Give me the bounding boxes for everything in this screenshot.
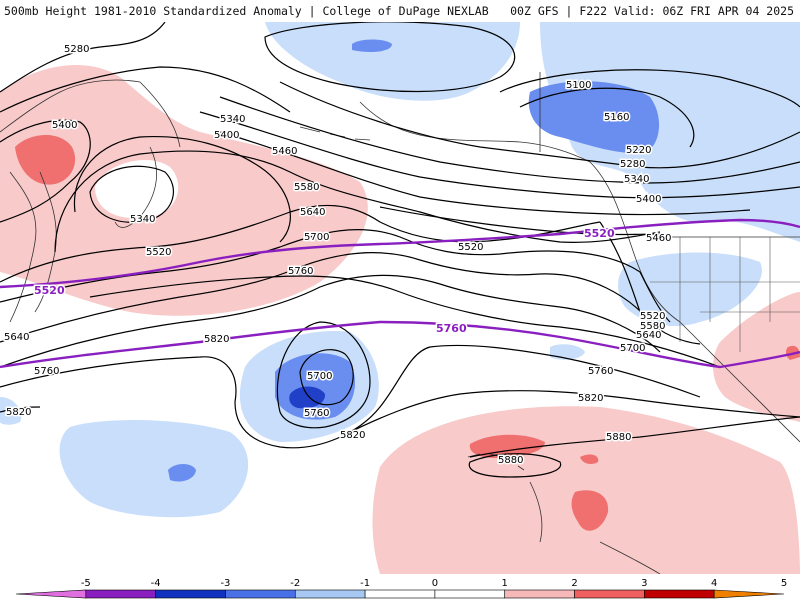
anomaly-negative-small-coast [550, 344, 585, 359]
contour-label: 5520 [458, 242, 483, 253]
contour-label: 5760 [304, 408, 329, 419]
contour-label: 5280 [620, 159, 645, 170]
anomaly-negative-arctic [265, 22, 520, 101]
reference-label: 5520 [584, 227, 615, 240]
colorbar-tick-label: 2 [571, 578, 577, 589]
colorbar-tick-label: -3 [220, 578, 230, 589]
colorbar-swatch [644, 590, 714, 598]
colorbar-tick-label: 3 [641, 578, 647, 589]
colorbar-swatch [86, 590, 156, 598]
contour-label: 5460 [272, 146, 297, 157]
colorbar-tick-label: -5 [81, 578, 91, 589]
colorbar-swatch [295, 590, 365, 598]
anomaly-negative-sw-pacific [60, 420, 249, 517]
anomaly-map: 5280 5400 5340 5400 5460 5580 5640 5700 … [0, 22, 800, 574]
contour-label: 5880 [498, 455, 523, 466]
colorbar-canvas: -5 -4 -3 -2 -1 0 1 2 3 4 5 [0, 574, 800, 600]
colorbar-tick-label: -4 [151, 578, 161, 589]
reference-label: 5520 [34, 284, 65, 297]
colorbar-tick-label: 1 [502, 578, 508, 589]
colorbar-swatches [16, 590, 784, 598]
coastline-aleutians [300, 127, 370, 140]
colorbar-tick-label: 4 [711, 578, 717, 589]
contour-label: 5640 [636, 330, 661, 341]
contour-label: 5400 [214, 130, 239, 141]
colorbar-swatch [156, 590, 226, 598]
contour-label: 5820 [340, 430, 365, 441]
contour-label: 5760 [588, 366, 613, 377]
contour-label: 5400 [636, 194, 661, 205]
contour-label: 5100 [566, 80, 591, 91]
product-title: 500mb Height 1981-2010 Standardized Anom… [4, 4, 489, 18]
contour-5460 [380, 207, 660, 235]
contour-label: 5760 [288, 266, 313, 277]
contour-label: 5580 [294, 182, 319, 193]
anomaly-positive-south-pacific [373, 406, 800, 574]
contour-label: 5700 [304, 232, 329, 243]
colorbar-tick-label: -2 [290, 578, 300, 589]
colorbar-swatch [575, 590, 645, 598]
contour-label: 5520 [146, 247, 171, 258]
contour-label: 5820 [204, 334, 229, 345]
colorbar-swatch [225, 590, 295, 598]
colorbar-tick-label: -1 [360, 578, 370, 589]
contour-label: 5220 [626, 145, 651, 156]
colorbar-swatch [714, 590, 784, 598]
colorbar-tick-label: 5 [781, 578, 787, 589]
contour-label: 5340 [130, 214, 155, 225]
anomaly-negative-canada-core [529, 81, 659, 153]
contour-label: 5880 [606, 432, 631, 443]
colorbar-swatch [365, 590, 435, 598]
contour-label: 5700 [620, 343, 645, 354]
colorbar-tick-label: 0 [432, 578, 438, 589]
colorbar-tick-labels: -5 -4 -3 -2 -1 0 1 2 3 4 5 [81, 578, 787, 589]
map-canvas: 5280 5400 5340 5400 5460 5580 5640 5700 … [0, 22, 800, 574]
contour-label: 5820 [6, 407, 31, 418]
colorbar-swatch [435, 590, 505, 598]
contour-label: 5280 [64, 44, 89, 55]
map-header: 500mb Height 1981-2010 Standardized Anom… [0, 0, 800, 23]
contour-label: 5340 [624, 174, 649, 185]
contour-label: 5160 [604, 112, 629, 123]
contour-label: 5340 [220, 114, 245, 125]
anomaly-colorbar: -5 -4 -3 -2 -1 0 1 2 3 4 5 [0, 574, 800, 600]
contour-label: 5700 [307, 371, 332, 382]
colorbar-swatch [505, 590, 575, 598]
colorbar-swatch [16, 590, 86, 598]
contour-label: 5640 [4, 332, 29, 343]
contour-label: 5760 [34, 366, 59, 377]
contour-label: 5640 [300, 207, 325, 218]
contour-label: 5820 [578, 393, 603, 404]
contour-label: 5460 [646, 233, 671, 244]
contour-label: 5400 [52, 120, 77, 131]
model-run-title: 00Z GFS | F222 Valid: 06Z FRI APR 04 202… [510, 4, 794, 18]
reference-label: 5760 [436, 322, 467, 335]
